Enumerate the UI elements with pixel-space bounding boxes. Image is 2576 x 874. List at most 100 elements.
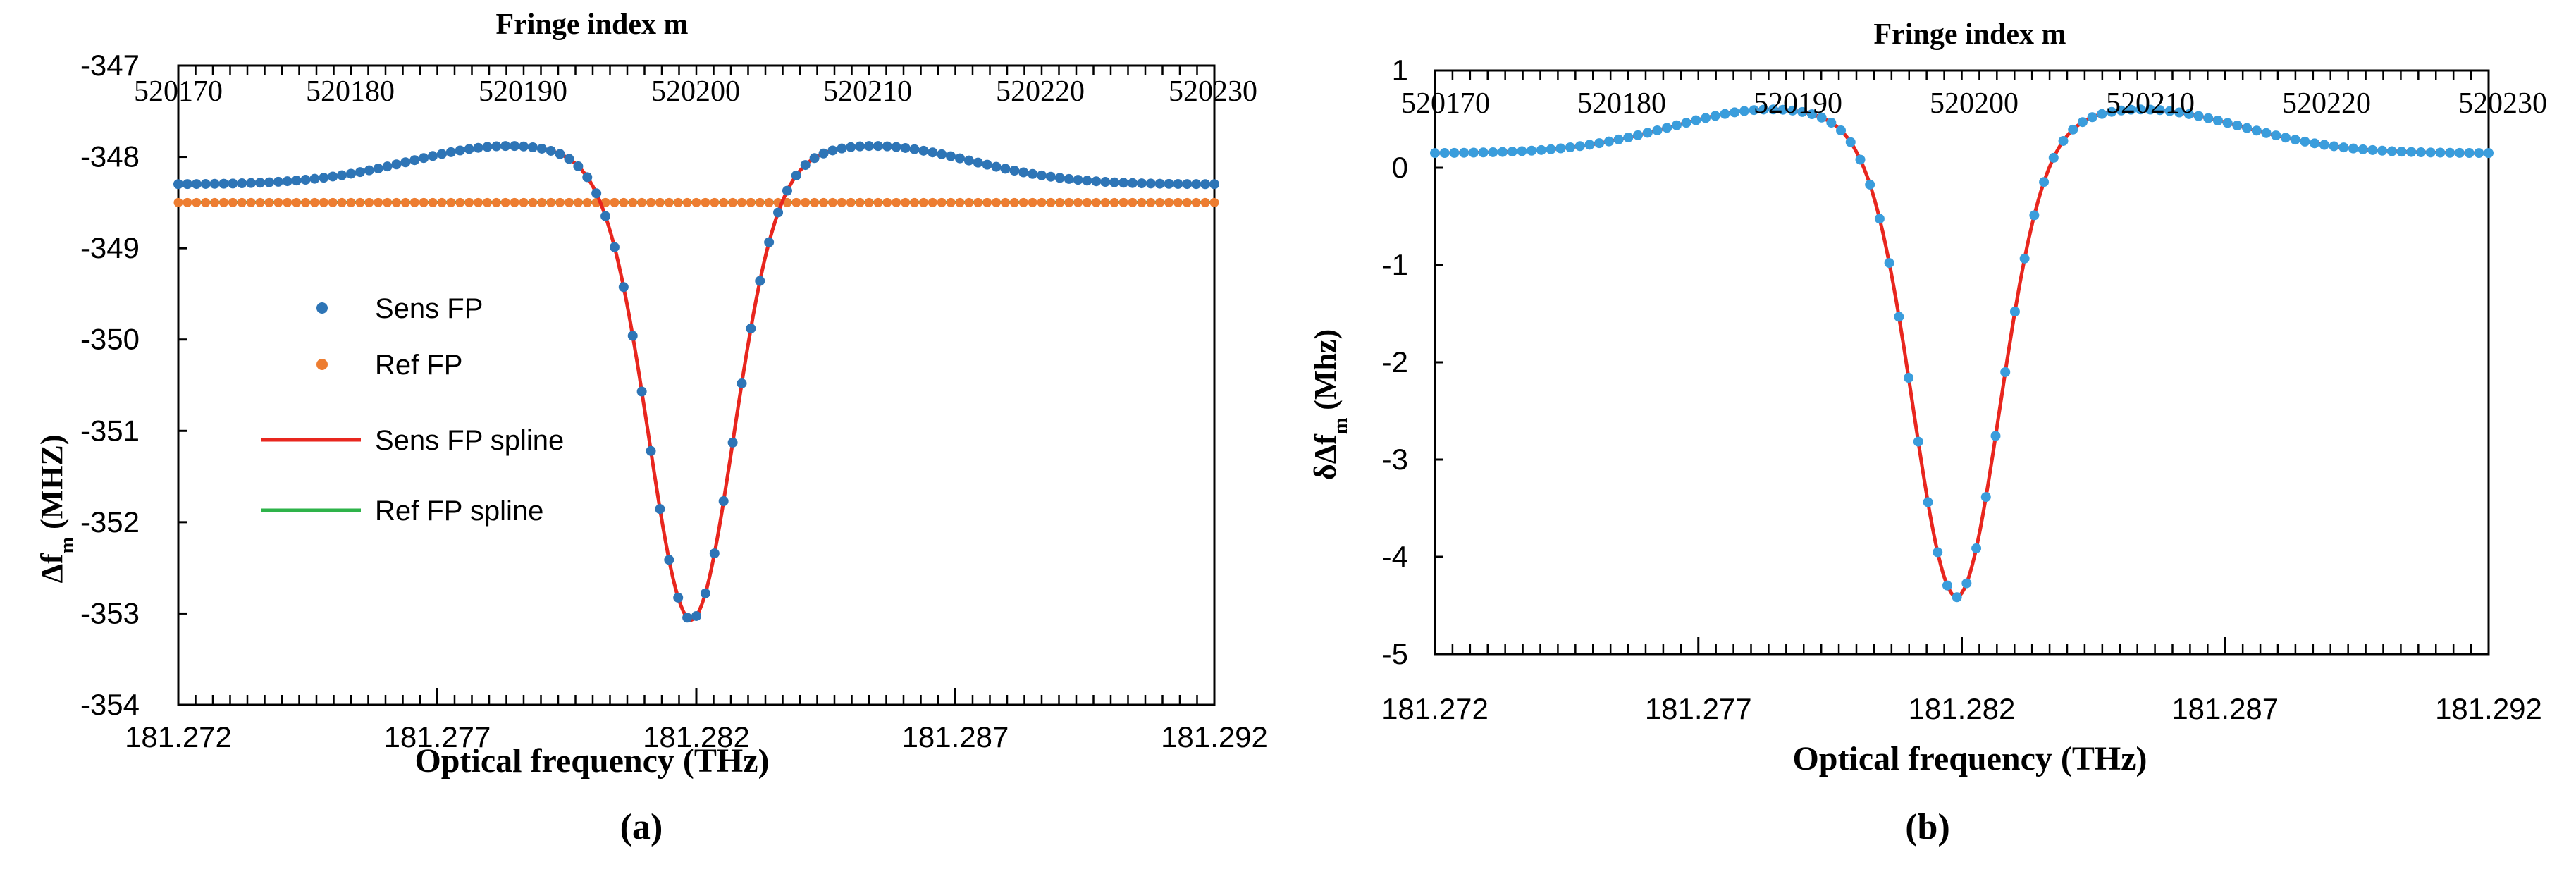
sens-fp-point: [2348, 143, 2358, 154]
sens-fp-point: [218, 178, 229, 189]
sens-fp-point: [2116, 105, 2126, 116]
legend-label-ref-spline: Ref FP spline: [375, 496, 543, 527]
sens-fp-point: [1145, 178, 1156, 189]
sens-fp-point: [609, 242, 620, 252]
sens-fp-point: [1720, 109, 1730, 119]
sens-fp-point: [173, 179, 183, 190]
sens-fp-point: [2000, 367, 2011, 377]
sens-fp-point: [727, 437, 738, 448]
sens-fp-point: [2077, 117, 2088, 128]
ref-fp-point: [1064, 197, 1074, 207]
top-tick-label: 520230: [1169, 75, 1257, 108]
panel-a-y-ticks: -347 -348 -349 -350 -351 -352 -353 -354: [80, 49, 140, 721]
ref-fp-point: [173, 197, 183, 207]
sens-fp-point: [237, 178, 247, 189]
sens-fp-point: [882, 141, 892, 152]
y-tick-label: -5: [1382, 637, 1408, 670]
sens-fp-point: [2300, 136, 2310, 147]
sens-fp-point: [2039, 177, 2050, 187]
top-tick-label: 520190: [1754, 87, 1842, 120]
sens-fp-point: [1613, 134, 1624, 144]
ref-fp-point: [264, 197, 274, 207]
sens-fp-point: [491, 141, 502, 152]
sens-fp-point: [1182, 179, 1193, 190]
sens-fp-point: [827, 145, 838, 156]
sens-fp-point: [428, 151, 438, 161]
top-tick-label: 520200: [651, 75, 740, 108]
sens-fp-point: [2164, 106, 2175, 116]
sens-fp-point: [1546, 144, 1556, 154]
sens-fp-point: [482, 142, 493, 152]
ref-fp-point: [992, 197, 1002, 207]
top-tick-label: 520190: [479, 75, 567, 108]
sens-fp-point: [1009, 166, 1020, 176]
ref-fp-point: [1100, 197, 1110, 207]
y-tick-label: -2: [1382, 345, 1408, 378]
sens-fp-point: [837, 143, 847, 154]
ref-fp-point: [1109, 197, 1119, 207]
y-tick-label: -347: [80, 49, 140, 82]
sens-fp-point: [1164, 178, 1174, 189]
sens-fp-point: [1054, 173, 1065, 183]
sens-fp-point: [2474, 148, 2484, 159]
sens-fp-point: [2396, 147, 2407, 157]
ref-fp-point: [846, 197, 856, 207]
sens-fp-point: [1797, 106, 1808, 117]
ref-fp-point: [337, 197, 347, 207]
sens-fp-point: [800, 160, 811, 171]
sens-fp-point: [1037, 170, 1047, 180]
sens-fp-point: [1633, 130, 1644, 140]
sens-fp-point: [1191, 179, 1202, 190]
sens-fp-point: [737, 378, 747, 388]
x-tick-label: 181.292: [1161, 720, 1268, 753]
sens-fp-point: [1933, 547, 1943, 558]
panel-b-y-title-sub: m: [1330, 418, 1352, 434]
sens-fp-point: [2445, 147, 2455, 158]
sens-fp-point: [1574, 141, 1585, 152]
y-tick-label: -1: [1382, 248, 1408, 281]
ref-fp-point: [437, 197, 447, 207]
sens-fp-point: [1768, 104, 1779, 115]
sens-fp-point: [1073, 175, 1083, 185]
ref-fp-point: [455, 197, 465, 207]
sens-fp-point: [946, 151, 956, 161]
ref-fp-point: [1191, 197, 1201, 207]
sens-fp-point: [319, 173, 329, 183]
sens-fp-point: [2145, 104, 2155, 115]
sens-fp-point: [328, 171, 338, 182]
sens-fp-point: [1100, 177, 1111, 187]
ref-fp-point: [1164, 197, 1174, 207]
sens-fp-point: [1806, 109, 1817, 120]
ref-fp-point: [864, 197, 874, 207]
sens-fp-point: [846, 142, 856, 152]
sens-fp-point: [409, 155, 420, 166]
ref-fp-point: [346, 197, 356, 207]
sens-fp-point: [2242, 123, 2253, 133]
top-tick-label: 520210: [823, 75, 912, 108]
sens-fp-point: [718, 496, 729, 507]
sens-fp-point: [1961, 578, 1972, 589]
ref-fp-point: [801, 197, 811, 207]
ref-fp-point: [973, 197, 983, 207]
ref-fp-point: [1137, 197, 1147, 207]
sens-fp-point: [1845, 137, 1856, 147]
x-tick-label: 181.277: [1645, 692, 1752, 725]
sens-fp-point: [2174, 107, 2185, 118]
ref-fp-point: [582, 197, 592, 207]
ref-fp-point: [628, 197, 638, 207]
sens-fp-point: [1109, 177, 1120, 187]
sens-fp-point: [1527, 145, 1537, 156]
sens-fp-point: [1701, 113, 1711, 123]
ref-fp-point: [573, 197, 583, 207]
sens-fp-point: [1681, 118, 1691, 128]
sens-fp-point: [2329, 141, 2339, 152]
sens-fp-point: [2358, 144, 2368, 154]
sens-fp-point: [1749, 105, 1759, 116]
ref-fp-point: [1055, 197, 1065, 207]
sens-fp-point: [419, 153, 429, 164]
ref-fp-point: [1173, 197, 1183, 207]
sens-fp-point: [600, 211, 611, 221]
sens-fp-point: [255, 178, 266, 188]
sens-fp-point: [1018, 167, 1029, 178]
